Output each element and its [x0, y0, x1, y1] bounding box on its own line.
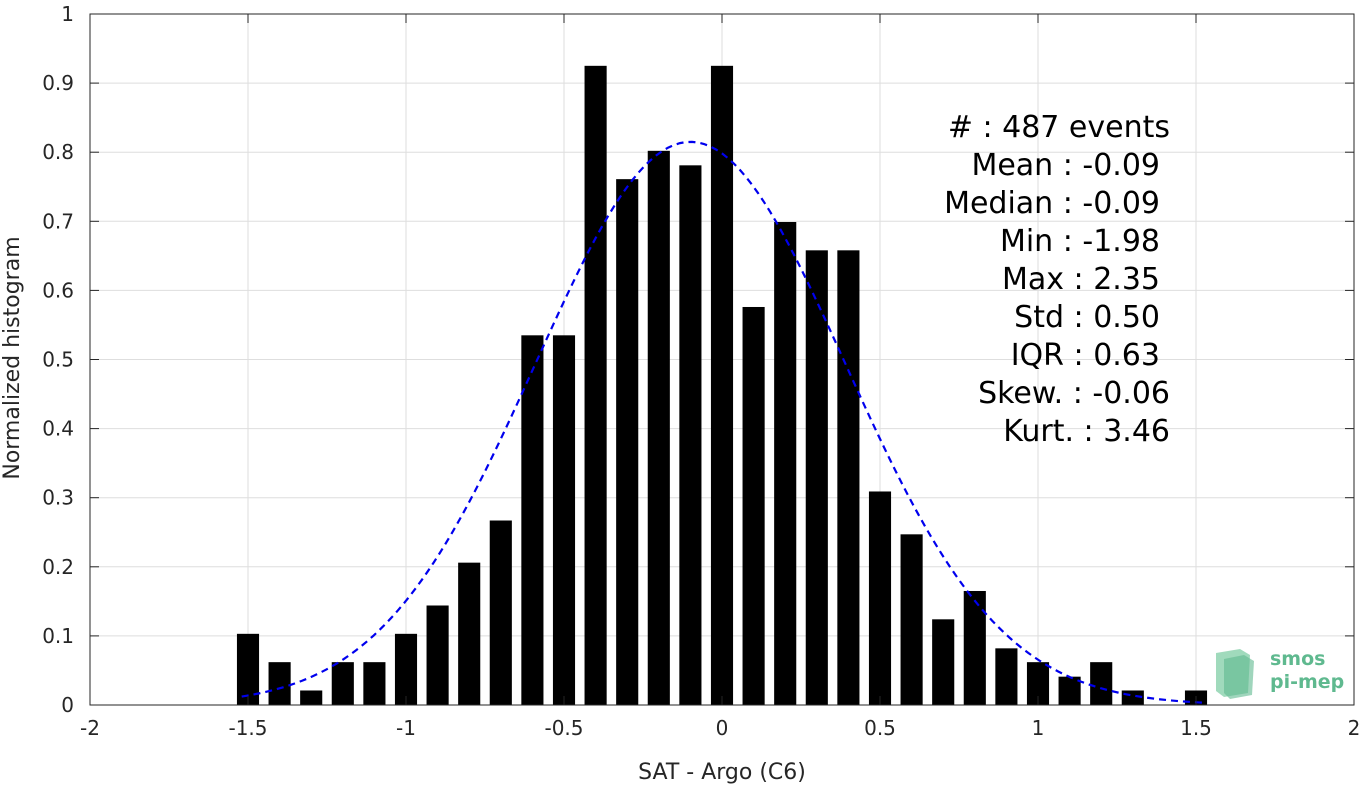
histogram-bar	[584, 65, 607, 705]
y-tick-label: 0.6	[42, 278, 74, 302]
stat-line: Std : 0.50	[1014, 300, 1160, 335]
histogram-bars	[236, 65, 1208, 706]
histogram-bar	[1026, 662, 1050, 705]
histogram-bar	[300, 690, 323, 705]
x-axis-ticks: -2 -1.5 -1 -0.5 0 0.5 1 1.5 2	[80, 14, 1360, 740]
logo-text-pi-mep: pi-mep	[1270, 671, 1344, 693]
stat-line: Skew. : -0.06	[978, 376, 1170, 411]
stat-line: IQR : 0.63	[1011, 338, 1160, 373]
stat-line: Median : -0.09	[944, 186, 1160, 221]
histogram-bar	[900, 534, 923, 705]
x-tick-label: -1	[396, 716, 416, 740]
y-tick-label: 0.5	[42, 348, 74, 372]
histogram-bar	[331, 662, 354, 705]
x-tick-label: 1	[1032, 716, 1045, 740]
histogram-bar	[1090, 662, 1113, 705]
histogram-bar	[742, 306, 765, 705]
histogram-bar	[268, 662, 291, 705]
histogram-bar	[521, 335, 544, 705]
histogram-bar	[995, 648, 1018, 705]
stat-line: Max : 2.35	[1002, 262, 1160, 297]
y-tick-label: 0.1	[42, 624, 74, 648]
y-axis-label: Normalized histogram	[0, 236, 25, 479]
y-tick-label: 0	[61, 693, 74, 717]
histogram-bar	[932, 619, 955, 705]
x-tick-label: 0.5	[864, 716, 896, 740]
histogram-bar	[710, 65, 734, 705]
stat-line: # : 487 events	[948, 110, 1170, 145]
x-tick-label: -1.5	[228, 716, 267, 740]
stat-line: Mean : -0.09	[971, 148, 1160, 183]
histogram-bar	[837, 250, 860, 705]
y-tick-label: 0.9	[42, 71, 74, 95]
histogram-bar	[1058, 676, 1081, 705]
y-tick-label: 0.2	[42, 555, 74, 579]
histogram-bar	[489, 520, 512, 705]
gaussian-fit-curve	[241, 140, 1203, 704]
x-tick-label: 1.5	[1180, 716, 1212, 740]
smos-pi-mep-logo: smos pi-mep	[1216, 648, 1344, 699]
histogram-bar	[458, 562, 481, 705]
y-tick-label: 0.8	[42, 140, 74, 164]
y-tick-label: 1	[61, 2, 74, 26]
y-tick-label: 0.7	[42, 209, 74, 233]
histogram-bar	[805, 250, 828, 705]
histogram-bar	[963, 590, 986, 705]
x-tick-label: -0.5	[544, 716, 583, 740]
histogram-bar	[236, 633, 260, 705]
histogram-bar	[679, 165, 702, 706]
histogram-bar	[426, 605, 449, 705]
logo-text-smos: smos	[1270, 648, 1325, 670]
y-axis-ticks: 0 0.1 0.2 0.3 0.4 0.5 0.6 0.7 0.8 0.9 1	[42, 2, 1354, 717]
histogram-bar	[774, 221, 797, 705]
histogram-bar	[616, 179, 639, 706]
histogram-bar	[394, 633, 418, 705]
x-tick-label: -2	[80, 716, 100, 740]
logo-mark-layer	[1224, 655, 1254, 699]
x-tick-label: 2	[1348, 716, 1361, 740]
stat-line: Min : -1.98	[1000, 224, 1160, 259]
histogram-bar	[552, 335, 576, 705]
histogram-bar	[363, 662, 386, 705]
y-tick-label: 0.4	[42, 417, 74, 441]
x-axis-label: SAT - Argo (C6)	[638, 760, 806, 785]
x-tick-label: 0	[716, 716, 729, 740]
histogram-bar	[647, 150, 670, 705]
histogram-bar	[868, 491, 892, 705]
stat-line: Kurt. : 3.46	[1003, 414, 1170, 449]
y-tick-label: 0.3	[42, 486, 74, 510]
